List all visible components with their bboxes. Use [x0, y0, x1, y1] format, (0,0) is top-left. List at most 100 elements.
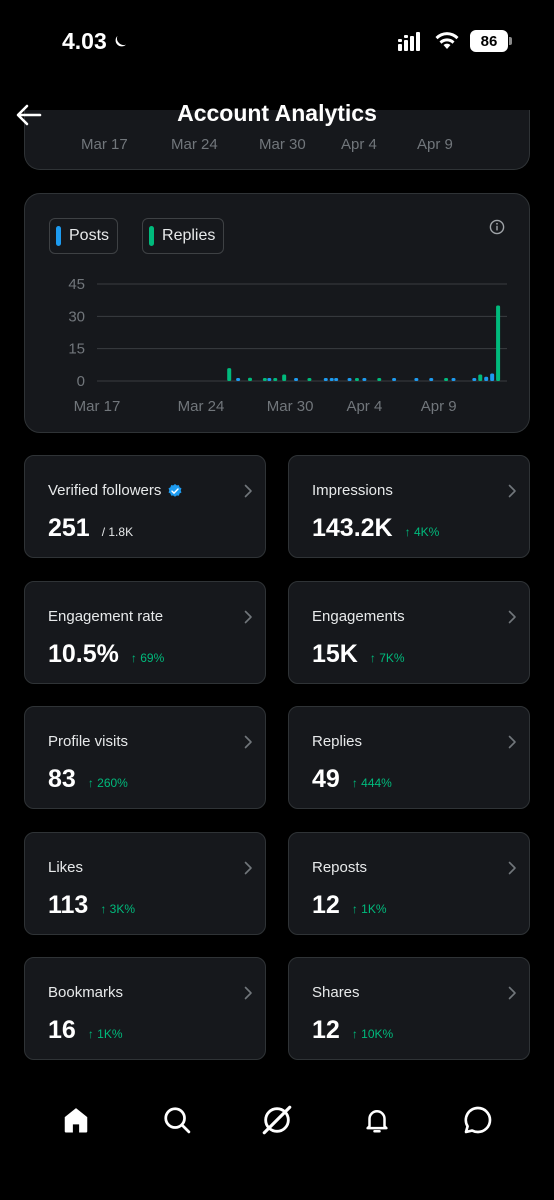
- chart-bar-posts: [329, 378, 334, 381]
- metric-value-row: 113 ↑ 3K%: [48, 891, 135, 920]
- chart-bar-posts: [490, 373, 495, 381]
- chart-bar-posts: [294, 378, 299, 381]
- info-icon[interactable]: [489, 219, 505, 240]
- metric-card-reposts[interactable]: Reposts 12 ↑ 1K%: [288, 832, 530, 935]
- chart-y-tick-label: 15: [68, 341, 85, 358]
- metric-label: Likes: [48, 859, 83, 876]
- metric-card-engagements[interactable]: Engagements 15K ↑ 7K%: [288, 581, 530, 684]
- metric-card-engagement-rate[interactable]: Engagement rate 10.5% ↑ 69%: [24, 581, 266, 684]
- moon-icon: [115, 35, 126, 46]
- chart-x-tick-label: Mar 30: [267, 398, 314, 415]
- nav-messages[interactable]: [450, 1092, 506, 1148]
- date-range-label: Mar 24: [171, 136, 218, 153]
- grok-icon: [262, 1105, 292, 1135]
- date-range-label: Mar 30: [259, 136, 306, 153]
- metric-label-text: Verified followers: [48, 482, 162, 499]
- metric-card-verified-followers[interactable]: Verified followers 251 / 1.8K: [24, 455, 266, 558]
- metric-value-row: 49 ↑ 444%: [312, 765, 392, 794]
- metric-delta: ↑ 1K%: [351, 902, 387, 916]
- metric-delta: ↑ 3K%: [100, 902, 136, 916]
- metric-delta: ↑ 260%: [87, 776, 128, 790]
- metric-card-bookmarks[interactable]: Bookmarks 16 ↑ 1K%: [24, 957, 266, 1060]
- signal-icon: [398, 32, 420, 51]
- metric-value-row: 10.5% ↑ 69%: [48, 640, 164, 669]
- chart-bar-replies: [496, 305, 501, 381]
- chart-bar-posts: [323, 378, 328, 381]
- chart-x-tick-label: Apr 4: [346, 398, 382, 415]
- nav-search[interactable]: [149, 1092, 205, 1148]
- chart-x-tick-label: Mar 17: [74, 398, 121, 415]
- metric-value: 49: [312, 765, 340, 793]
- metric-label: Replies: [312, 733, 362, 750]
- metric-value: 83: [48, 765, 76, 793]
- chevron-right-icon: [508, 986, 516, 1000]
- metric-card-replies[interactable]: Replies 49 ↑ 444%: [288, 706, 530, 809]
- chart-bar-posts: [414, 378, 419, 381]
- metric-card-shares[interactable]: Shares 12 ↑ 10K%: [288, 957, 530, 1060]
- bell-icon: [366, 1110, 388, 1133]
- home-icon: [64, 1108, 88, 1133]
- chart-bar-posts: [392, 378, 397, 381]
- legend-label-replies: Replies: [162, 227, 216, 244]
- metric-value: 16: [48, 1016, 76, 1044]
- metric-delta: ↑ 4K%: [404, 525, 440, 539]
- page-header: Account Analytics: [0, 90, 554, 140]
- legend-posts[interactable]: Posts: [49, 218, 119, 254]
- header-background: [0, 0, 554, 108]
- nav-grok[interactable]: [249, 1092, 305, 1148]
- nav-notifications[interactable]: [349, 1092, 405, 1148]
- metric-value-row: 83 ↑ 260%: [48, 765, 128, 794]
- metric-card-impressions[interactable]: Impressions 143.2K ↑ 4K%: [288, 455, 530, 558]
- metric-label: Impressions: [312, 482, 393, 499]
- chart-bar-posts: [451, 378, 456, 381]
- metric-label-text: Likes: [48, 859, 84, 876]
- nav-home[interactable]: [48, 1092, 104, 1148]
- chart-bar-posts: [236, 378, 241, 381]
- metric-delta: ↑ 7K%: [369, 651, 405, 665]
- chart-bar-posts: [362, 378, 367, 381]
- metric-delta: ↑ 69%: [130, 651, 165, 665]
- date-range-card: Mar 17 Mar 24 Mar 30 Apr 4 Apr 9: [24, 110, 530, 170]
- metric-value-row: 15K ↑ 7K%: [312, 640, 405, 669]
- chart-bar-replies: [227, 368, 232, 381]
- metric-value-row: 143.2K ↑ 4K%: [312, 514, 439, 543]
- metric-value: 10.5%: [48, 640, 119, 668]
- metric-label-text: Replies: [312, 733, 363, 750]
- metric-value-row: 12 ↑ 10K%: [312, 1016, 393, 1045]
- metric-delta: ↑ 444%: [351, 776, 392, 790]
- bottom-navigation: [0, 1090, 554, 1150]
- chart-bar-posts: [334, 378, 339, 381]
- metric-label-text: Shares: [312, 984, 360, 1001]
- status-icons: 86: [398, 30, 512, 52]
- status-bar: 4.03 86: [0, 0, 554, 80]
- chart-x-tick-label: Mar 24: [178, 398, 225, 415]
- metric-label: Shares: [312, 984, 360, 1001]
- metric-value: 143.2K: [312, 514, 393, 542]
- chevron-right-icon: [508, 610, 516, 624]
- chart-bar-posts: [267, 378, 272, 381]
- chart-bar-replies: [273, 378, 278, 381]
- metric-delta: ↑ 1K%: [87, 1027, 123, 1041]
- metric-value: 12: [312, 1016, 340, 1044]
- search-icon: [163, 1107, 190, 1134]
- metric-label: Engagements: [312, 608, 405, 625]
- metric-card-profile-visits[interactable]: Profile visits 83 ↑ 260%: [24, 706, 266, 809]
- metric-value-row: 251 / 1.8K: [48, 514, 133, 543]
- chart-bar-replies: [307, 378, 312, 381]
- chart-y-tick-label: 30: [68, 308, 85, 325]
- back-button[interactable]: [12, 98, 46, 132]
- status-time: 4.03: [62, 28, 129, 55]
- legend-swatch-replies: [149, 226, 155, 246]
- metric-card-likes[interactable]: Likes 113 ↑ 3K%: [24, 832, 266, 935]
- chart-bar-replies: [478, 374, 483, 381]
- metric-value: 113: [48, 891, 89, 919]
- chart-bar-posts: [347, 378, 352, 381]
- chart-y-tick-label: 0: [77, 373, 85, 390]
- metric-label: Engagement rate: [48, 608, 163, 625]
- chart-bar-replies: [354, 378, 359, 381]
- chevron-right-icon: [508, 484, 516, 498]
- metric-label-text: Impressions: [312, 482, 393, 499]
- legend-replies[interactable]: Replies: [142, 218, 225, 254]
- metric-value: 15K: [312, 640, 358, 668]
- verified-badge-icon: [168, 483, 182, 497]
